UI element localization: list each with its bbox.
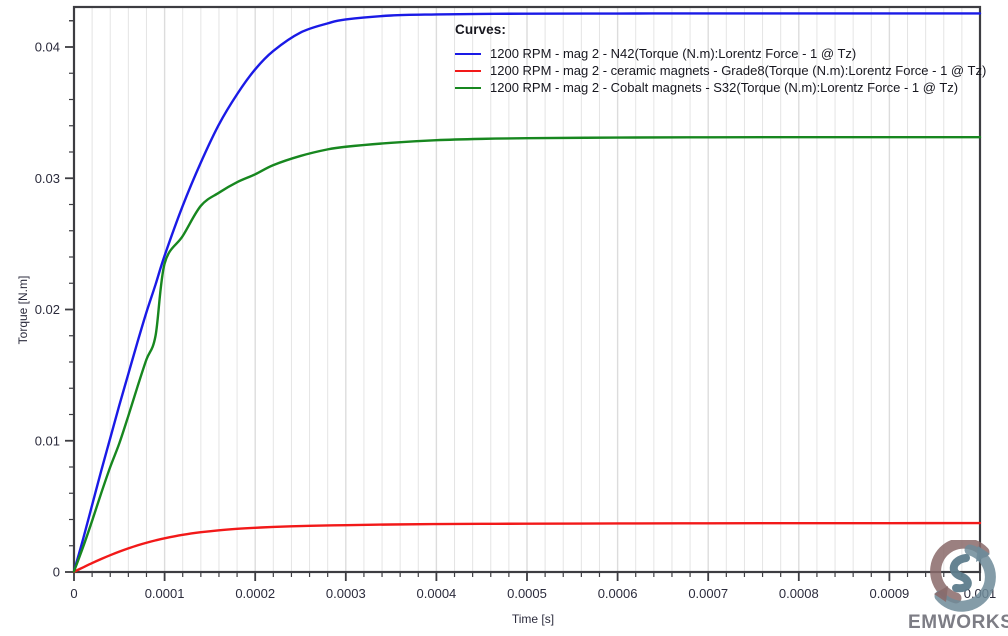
x-tick-label: 0.0003: [326, 586, 366, 601]
y-axis-title: Torque [N.m]: [16, 276, 30, 345]
x-tick-label: 0.0005: [507, 586, 547, 601]
legend-color-swatch: [455, 69, 481, 72]
legend-entry[interactable]: 1200 RPM - mag 2 - Cobalt magnets - S32(…: [455, 79, 965, 96]
legend-entry-label: 1200 RPM - mag 2 - Cobalt magnets - S32(…: [490, 80, 959, 95]
gridlines: [91, 7, 963, 572]
x-axis-tick-labels: 0 0.0001 0.0002 0.0003 0.0004 0.0005 0.0006 0.0…: [70, 586, 996, 601]
y-axis-tick-labels: 0 0.01 0.02 0.03 0.04: [35, 40, 60, 580]
x-tick-label: 0: [70, 586, 77, 601]
series-line-1: [72, 521, 982, 573]
legend-entry-label: 1200 RPM - mag 2 - ceramic magnets - Gra…: [490, 63, 987, 78]
legend-title: Curves:: [455, 22, 506, 37]
legend-entry[interactable]: 1200 RPM - mag 2 - ceramic magnets - Gra…: [455, 62, 986, 79]
y-axis-ticks: [65, 20, 74, 573]
legend: Curves: 1200 RPM - mag 2 - N42(Torque (N…: [455, 22, 986, 96]
series-line-2: [72, 135, 982, 573]
legend-entry-label: 1200 RPM - mag 2 - N42(Torque (N.m):Lore…: [490, 46, 857, 61]
x-tick-label: 0.0007: [688, 586, 728, 601]
x-axis-title: Time [s]: [512, 612, 554, 626]
legend-color-swatch: [455, 52, 481, 55]
legend-entries: 1200 RPM - mag 2 - N42(Torque (N.m):Lore…: [455, 45, 986, 96]
y-tick-label: 0.03: [35, 171, 60, 186]
y-tick-label: 0: [53, 565, 60, 580]
y-tick-label: 0.01: [35, 433, 60, 448]
series-line-0: [72, 12, 982, 573]
legend-color-swatch: [455, 86, 481, 89]
legend-entry[interactable]: 1200 RPM - mag 2 - N42(Torque (N.m):Lore…: [455, 45, 965, 62]
x-tick-label: 0.0008: [779, 586, 819, 601]
x-tick-label: 0.001: [964, 586, 997, 601]
x-tick-label: 0.0004: [417, 586, 457, 601]
data-series-lines: [72, 12, 982, 573]
x-tick-label: 0.0009: [870, 586, 910, 601]
y-tick-label: 0.02: [35, 302, 60, 317]
x-axis-ticks: [73, 572, 981, 581]
y-tick-label: 0.04: [35, 40, 60, 55]
x-tick-label: 0.0006: [598, 586, 638, 601]
x-tick-label: 0.0001: [145, 586, 185, 601]
x-tick-label: 0.0002: [235, 586, 275, 601]
